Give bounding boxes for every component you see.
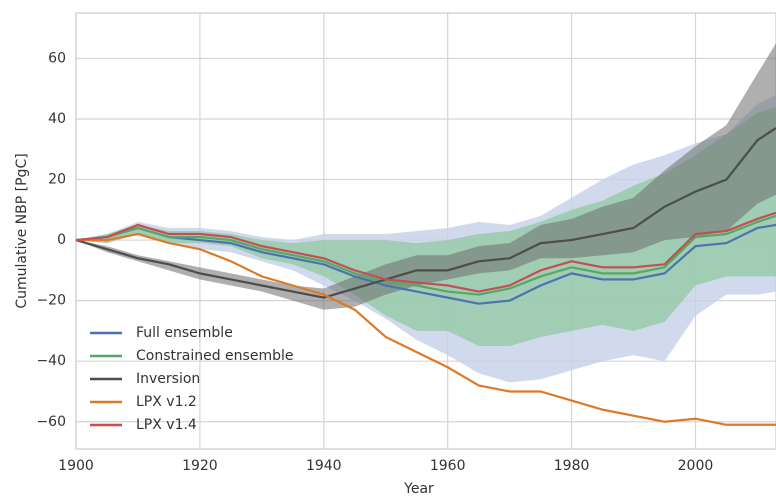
y-tick-label: −20	[36, 293, 66, 309]
x-tick-label: 2000	[678, 458, 714, 474]
x-tick-label: 1960	[430, 458, 466, 474]
legend-label: LPX v1.4	[136, 417, 197, 433]
legend-label: Inversion	[136, 371, 200, 387]
line	[75, 223, 776, 305]
x-tick-label: 1900	[58, 458, 94, 474]
x-axis-label: Year	[403, 481, 434, 497]
line	[75, 127, 776, 299]
plot-frame	[75, 12, 776, 450]
legend-label: Constrained ensemble	[136, 348, 293, 364]
line	[75, 214, 776, 296]
y-tick-label: −60	[36, 414, 66, 430]
y-tick-label: 40	[48, 111, 66, 127]
x-tick-label: 1920	[182, 458, 218, 474]
x-tick-label: 1940	[306, 458, 342, 474]
legend-label: LPX v1.2	[136, 394, 197, 410]
y-tick-label: 60	[48, 50, 66, 66]
y-tick-label: 0	[57, 232, 66, 248]
line	[76, 232, 776, 426]
band	[76, 43, 776, 310]
y-tick-label: −40	[36, 353, 66, 369]
line	[75, 211, 776, 293]
y-axis-label: Cumulative NBP [PgC]	[14, 153, 30, 308]
x-tick-label: 1980	[554, 458, 590, 474]
legend-label: Full ensemble	[136, 325, 233, 341]
y-tick-label: 20	[48, 172, 66, 188]
band	[76, 106, 776, 347]
